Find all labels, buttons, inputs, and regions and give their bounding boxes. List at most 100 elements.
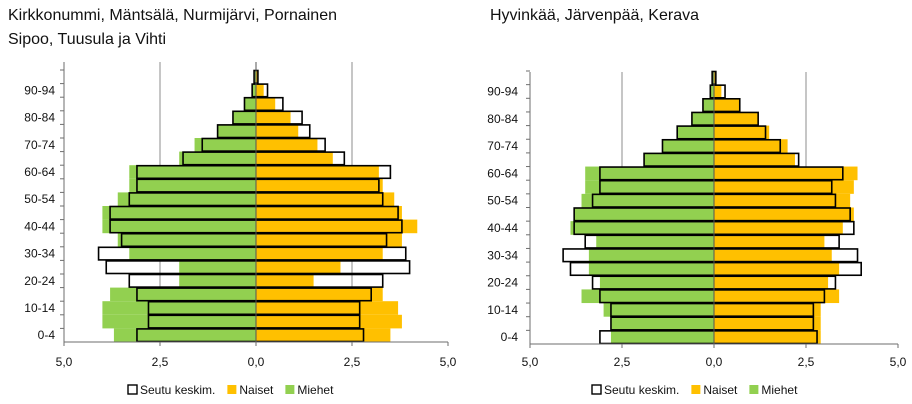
bar-miehet-30-34 xyxy=(129,246,256,261)
legend-swatch-naiset xyxy=(691,385,701,394)
bar-naiset-20-24 xyxy=(256,274,314,288)
bar-naiset-75-79 xyxy=(714,125,770,140)
legend-label: Miehet xyxy=(297,383,334,397)
bar-naiset-85-89 xyxy=(714,98,740,112)
bar-miehet-20-24 xyxy=(599,275,714,290)
bar-miehet-50-54 xyxy=(581,193,714,208)
bar-naiset-85-89 xyxy=(256,97,276,111)
bar-naiset-75-79 xyxy=(256,124,299,138)
bar-miehet-10-14 xyxy=(603,303,714,317)
bar-miehet-40-44 xyxy=(102,219,257,234)
avg-outline-30-34 xyxy=(97,246,407,261)
legend-label: Seutu keskim. xyxy=(140,383,215,397)
bar-naiset-5-9 xyxy=(256,314,402,329)
legend-swatch-miehet xyxy=(285,385,295,394)
legend-label: Seutu keskim. xyxy=(604,383,679,397)
bar-miehet-65-69 xyxy=(644,152,714,167)
bar-naiset-35-39 xyxy=(256,233,402,247)
bar-naiset-20-24 xyxy=(714,275,829,290)
bar-miehet-80-84 xyxy=(691,111,714,126)
avg-outline-55-59 xyxy=(136,178,380,193)
bar-naiset-95- xyxy=(256,70,258,84)
y-tick-label: 30-34 xyxy=(24,247,55,261)
bar-naiset-45-49 xyxy=(714,207,854,222)
y-tick-label: 10-14 xyxy=(24,301,55,315)
y-tick-label: 60-64 xyxy=(487,166,518,180)
avg-outline-85-89 xyxy=(702,98,741,113)
bar-miehet-95- xyxy=(254,70,256,84)
chart-title-right: Hyvinkää, Järvenpää, Kerava xyxy=(490,4,890,28)
bar-naiset-55-59 xyxy=(256,178,383,193)
avg-outline-25-29 xyxy=(569,261,862,277)
bar-miehet-50-54 xyxy=(117,192,256,206)
bar-miehet-10-14 xyxy=(102,301,257,315)
bar-miehet-35-39 xyxy=(117,233,256,247)
y-tick-label: 0-4 xyxy=(501,330,519,344)
y-tick-label: 0-4 xyxy=(38,328,56,342)
x-tick-label: 5,0 xyxy=(522,355,539,369)
y-tick-label: 40-44 xyxy=(24,219,55,233)
bar-naiset-90-94 xyxy=(714,84,722,99)
bar-miehet-85-89 xyxy=(244,97,256,111)
x-tick-label: 2,5 xyxy=(614,355,631,369)
bar-naiset-40-44 xyxy=(256,219,418,234)
avg-outline-80-84 xyxy=(691,111,759,126)
avg-outline-90-94 xyxy=(709,84,726,99)
y-tick-label: 90-94 xyxy=(487,84,518,98)
bar-naiset-40-44 xyxy=(714,221,843,235)
bar-miehet-15-19 xyxy=(581,289,714,304)
y-tick-label: 20-24 xyxy=(487,276,518,290)
avg-outline-65-69 xyxy=(182,151,346,166)
bar-miehet-40-44 xyxy=(570,221,714,235)
y-tick-label: 30-34 xyxy=(487,248,518,262)
bar-miehet-60-64 xyxy=(585,166,714,181)
bar-miehet-20-24 xyxy=(179,274,256,288)
bar-miehet-60-64 xyxy=(129,165,256,179)
legend-swatch-miehet xyxy=(749,385,759,394)
y-tick-label: 50-54 xyxy=(487,194,518,208)
bar-naiset-15-19 xyxy=(256,287,383,302)
avg-outline-35-39 xyxy=(120,232,388,248)
y-tick-label: 80-84 xyxy=(487,112,518,126)
bar-miehet-5-9 xyxy=(610,316,714,331)
avg-outline-15-19 xyxy=(599,289,826,304)
avg-outline-5-9 xyxy=(147,314,361,329)
avg-outline-90-94 xyxy=(251,83,269,98)
bar-naiset-65-69 xyxy=(714,152,795,167)
y-tick-label: 60-64 xyxy=(24,165,55,179)
avg-outline-60-64 xyxy=(599,166,844,181)
bar-naiset-30-34 xyxy=(256,246,383,261)
bar-naiset-60-64 xyxy=(714,166,858,181)
chart-title-right-line-1: Hyvinkää, Järvenpää, Kerava xyxy=(490,7,699,24)
bar-miehet-90-94 xyxy=(252,83,256,98)
bar-miehet-5-9 xyxy=(102,314,257,329)
legend-label: Naiset xyxy=(239,383,274,397)
legend: Seutu keskim. Naiset Miehet xyxy=(591,383,798,397)
avg-outline-45-49 xyxy=(573,207,851,222)
avg-outline-75-79 xyxy=(676,125,767,140)
x-tick-label: 2,5 xyxy=(798,355,815,369)
pyramid-chart-2: 0-4 10-14 20-24 30-34 40-44 50-54 60-64 70-74 80… xyxy=(487,70,907,397)
avg-outline-35-39 xyxy=(584,234,840,249)
bar-miehet-25-29 xyxy=(588,262,714,276)
bar-miehet-75-79 xyxy=(217,124,256,138)
bar-miehet-55-59 xyxy=(585,180,714,194)
bar-miehet-0-4 xyxy=(610,330,714,344)
chart-title-left: Kirkkonummi, Mäntsälä, Nurmijärvi, Porna… xyxy=(8,4,428,52)
bar-naiset-15-19 xyxy=(714,289,840,304)
bar-miehet-45-49 xyxy=(102,206,257,220)
y-tick-label: 80-84 xyxy=(24,111,55,125)
bar-naiset-95- xyxy=(714,71,716,85)
avg-outline-70-74 xyxy=(661,138,782,154)
bar-miehet-85-89 xyxy=(702,98,714,112)
bar-miehet-80-84 xyxy=(232,110,256,125)
bar-naiset-70-74 xyxy=(714,139,788,153)
bar-miehet-25-29 xyxy=(179,260,256,274)
avg-outline-85-89 xyxy=(243,96,284,112)
avg-outline-45-49 xyxy=(109,205,399,220)
avg-outline-15-19 xyxy=(136,287,373,302)
y-tick-label: 70-74 xyxy=(24,138,55,152)
y-tick-label: 70-74 xyxy=(487,139,518,153)
bar-miehet-55-59 xyxy=(129,178,256,193)
